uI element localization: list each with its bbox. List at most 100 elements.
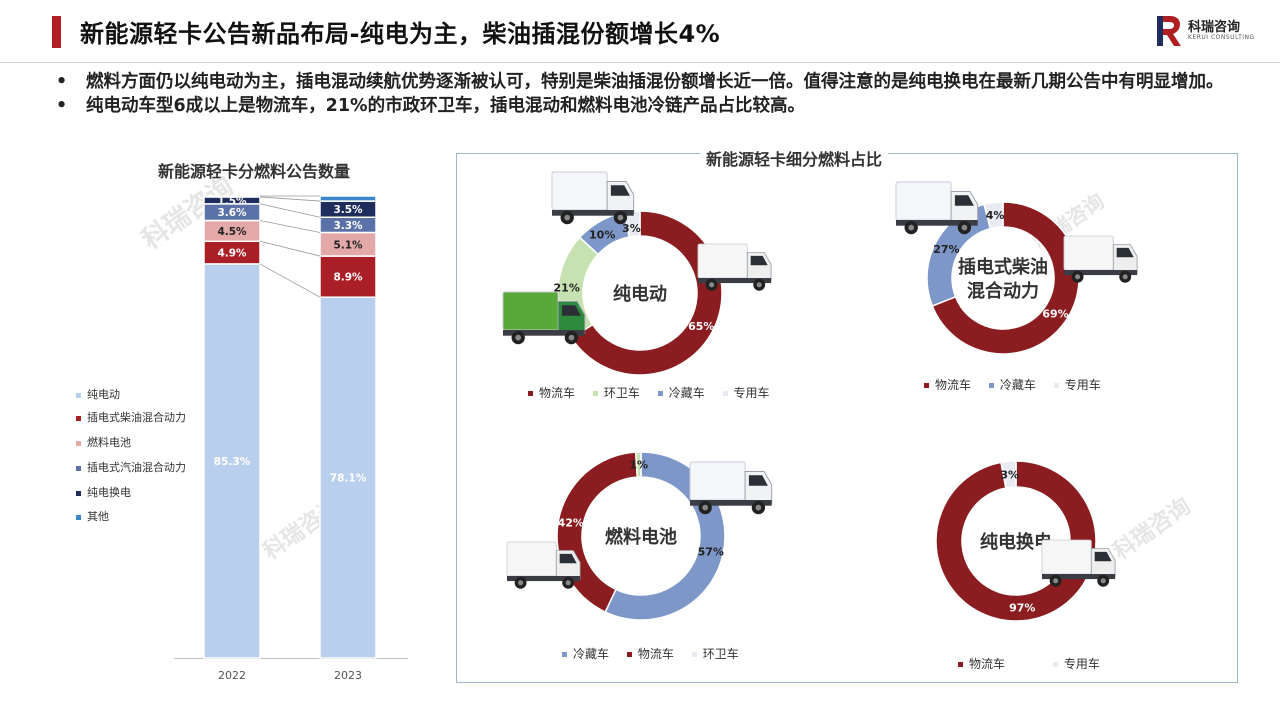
- series-connector-line: [259, 263, 321, 298]
- donut-center-label: 纯电换电: [980, 531, 1052, 553]
- donut-data-label: 27%: [933, 243, 959, 256]
- bar-data-label: 4.9%: [217, 248, 247, 260]
- legend-label: 其他: [87, 510, 109, 523]
- bar-category-label: 2023: [334, 669, 362, 682]
- title-accent-bar: [52, 16, 61, 48]
- donut-center-label: 纯电动: [613, 283, 667, 305]
- legend-label: 环卫车: [603, 386, 640, 400]
- donut-data-label: 10%: [589, 228, 615, 241]
- bar-segment: [319, 195, 377, 202]
- legend-item-gas-phev: 插电式汽油混合动力: [76, 459, 186, 475]
- bar-data-label: 78.1%: [330, 473, 367, 485]
- truck-illustration: [1063, 235, 1138, 283]
- legend-item: 专用车: [722, 386, 770, 400]
- legend-item: 环卫车: [691, 647, 739, 661]
- legend-label: 专用车: [733, 386, 770, 400]
- legend-item-bev: 纯电动: [76, 386, 120, 402]
- legend-label: 冷藏车: [668, 386, 705, 400]
- legend-label: 插电式柴油混合动力: [87, 411, 186, 424]
- legend-item: 物流车: [626, 647, 674, 661]
- legend-label: 冷藏车: [573, 647, 610, 661]
- stacked-bar-chart: 85.3% 4.9% 4.5% 3.6%1.5% 2022 78.1% 8.9% 5.1% 3.…: [174, 195, 408, 682]
- bullet-item: • 燃料方面仍以纯电动为主，插电混动续航优势逐渐被认可，特别是柴油插混份额增长近…: [52, 70, 1232, 94]
- donut-legend-swap: 物流车 专用车: [958, 655, 1114, 672]
- series-connector-line: [259, 220, 321, 233]
- donut-slice: [1000, 460, 1017, 489]
- truck-illustrations: [502, 171, 1138, 589]
- bullet-text: 燃料方面仍以纯电动为主，插电混动续航优势逐渐被认可，特别是柴油插混份额增长近一倍…: [86, 72, 1224, 92]
- donut-data-label: 3%: [622, 222, 641, 235]
- legend-item: 物流车: [924, 378, 971, 392]
- series-connector-line: [259, 196, 321, 202]
- donut-data-label: 57%: [698, 546, 724, 559]
- legend-item-other: 其他: [76, 508, 109, 524]
- truck-illustration: [502, 291, 586, 345]
- donut-phev: 69% 27% 4% 插电式柴油混合动力: [926, 201, 1080, 355]
- bar-segment: [319, 296, 377, 659]
- donut-data-label: 42%: [558, 517, 584, 530]
- legend-label: 冷藏车: [999, 378, 1036, 392]
- truck-illustration: [506, 541, 581, 589]
- bar-data-label: 5.1%: [333, 239, 363, 251]
- truck-illustration: [689, 461, 773, 515]
- donut-data-label: 21%: [554, 281, 580, 294]
- donut-data-label: 65%: [688, 320, 714, 333]
- legend-label: 纯电换电: [87, 486, 131, 499]
- donut-charts: 65% 21% 10% 3% 纯电动 69% 27% 4% 插电式柴油混合动力 57% 42% 1% 燃…: [554, 201, 1097, 622]
- legend-item: 冷藏车: [657, 386, 705, 400]
- donut-data-label: 69%: [1042, 308, 1068, 321]
- bar-data-label: 3.5%: [333, 204, 363, 216]
- bar-category-label: 2022: [218, 669, 246, 682]
- series-connector-line: [259, 203, 321, 218]
- donut-center-label: 燃料电池: [605, 526, 677, 548]
- legend-item-diesel-phev: 插电式柴油混合动力: [76, 409, 186, 425]
- legend-item: 冷藏车: [562, 647, 609, 661]
- bar-segment: [203, 263, 261, 659]
- legend-label: 物流车: [539, 386, 576, 400]
- bullet-text: 纯电动车型6成以上是物流车，21%的市政环卫车，插电混动和燃料电池冷链产品占比较…: [86, 96, 806, 116]
- truck-illustration: [551, 171, 635, 225]
- kerui-logo: [1154, 15, 1181, 46]
- bar-segment: [319, 255, 377, 298]
- legend-label: 燃料电池: [87, 436, 131, 449]
- legend-label: 插电式汽油混合动力: [87, 461, 186, 474]
- bullet-dot: •: [56, 96, 68, 116]
- legend-item: 环卫车: [592, 386, 640, 400]
- legend-item-fcev: 燃料电池: [76, 434, 131, 450]
- donut-legend-phev: 物流车 冷藏车 专用车: [924, 376, 1115, 393]
- logo-subtitle: KERUI CONSULTING: [1188, 34, 1255, 41]
- legend-item-swap: 纯电换电: [76, 484, 131, 500]
- legend-label: 纯电动: [87, 388, 120, 401]
- truck-illustration: [697, 243, 772, 291]
- bullet-list: • 燃料方面仍以纯电动为主，插电混动续航优势逐渐被认可，特别是柴油插混份额增长近…: [52, 70, 1232, 118]
- donut-legend-bev: 物流车 环卫车 冷藏车 专用车: [528, 384, 784, 401]
- donut-data-label: 3%: [1000, 468, 1019, 481]
- donut-data-label: 1%: [629, 459, 648, 472]
- bar-data-label: 3.3%: [333, 220, 363, 232]
- legend-label: 物流车: [935, 378, 972, 392]
- donut-center-label: 插电式柴油: [958, 256, 1048, 278]
- truck-illustration: [1041, 539, 1116, 587]
- logo-name: 科瑞咨询: [1188, 20, 1241, 35]
- bar-data-label: 1.5%: [217, 195, 247, 207]
- legend-item: 物流车: [528, 386, 575, 400]
- bullet-dot: •: [56, 72, 68, 92]
- donut-bev: 65% 21% 10% 3% 纯电动: [554, 210, 723, 376]
- watermark-text: 科瑞咨询: [1109, 493, 1196, 565]
- bar-segment: [203, 195, 261, 198]
- bar-chart-title: 新能源轻卡分燃料公告数量: [158, 162, 351, 181]
- donut-slice: [983, 201, 1004, 230]
- legend-item: 专用车: [1052, 657, 1100, 671]
- legend-item: 冷藏车: [988, 378, 1036, 392]
- legend-label: 物流车: [637, 647, 674, 661]
- truck-illustration: [895, 181, 979, 235]
- donut-data-label: 97%: [1009, 602, 1035, 615]
- legend-item: 专用车: [1053, 378, 1101, 392]
- bar-data-label: 3.6%: [217, 207, 247, 219]
- page-title: 新能源轻卡公告新品布局-纯电为主，柴油插混份额增长4%: [80, 20, 721, 48]
- donut-slice: [634, 451, 642, 478]
- legend-label: 环卫车: [702, 647, 739, 661]
- legend-label: 专用车: [1064, 378, 1101, 392]
- bar-data-label: 85.3%: [214, 456, 251, 468]
